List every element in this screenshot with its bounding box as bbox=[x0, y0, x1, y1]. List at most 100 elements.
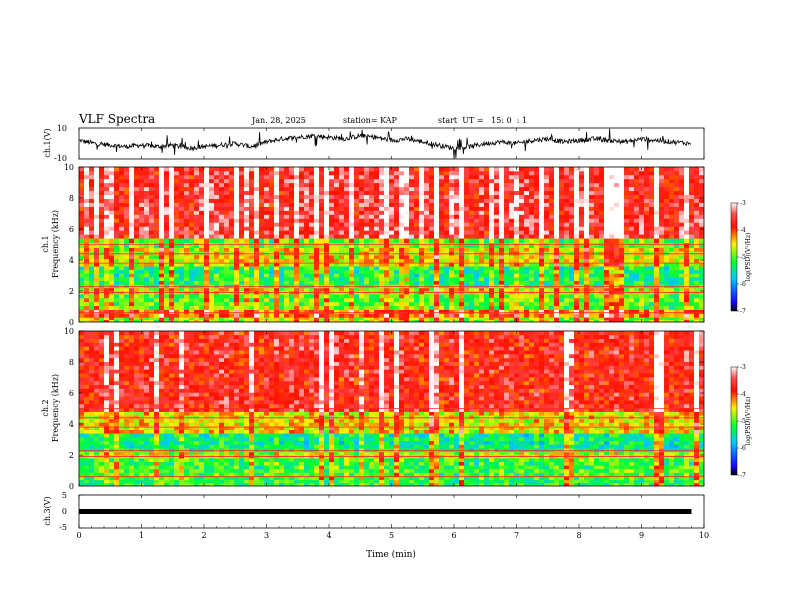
ch1-spectrogram-cell bbox=[219, 305, 225, 310]
ch1-spectrogram-cell bbox=[84, 269, 90, 274]
ch1-spectrogram-cell bbox=[634, 258, 640, 263]
ch1-spectrogram-cell bbox=[114, 273, 120, 278]
ch1-spectrogram-cell bbox=[269, 277, 275, 281]
ch1-spectrogram-cell bbox=[649, 238, 655, 244]
ch1-spectrogram-cell bbox=[534, 230, 540, 235]
ch1-spectrogram-cell bbox=[344, 238, 350, 244]
ch1-spectrogram-cell bbox=[669, 238, 675, 244]
ch1-spectrogram-cell bbox=[374, 206, 380, 211]
ch1-spectrogram-cell bbox=[539, 294, 545, 299]
ch1-spectrogram-cell bbox=[619, 190, 625, 196]
ch1-spectrogram-cell bbox=[119, 206, 125, 211]
ch1-spectrogram-cell bbox=[234, 206, 240, 211]
ch1-spectrogram-cell bbox=[154, 178, 160, 184]
ch1-spectrogram-cell bbox=[404, 313, 410, 318]
ch1-spectrogram-cell bbox=[364, 317, 370, 320]
ch1-spectrogram-cell bbox=[549, 319, 555, 322]
ch1-spectrogram-cell bbox=[674, 234, 680, 239]
ch1-spectrogram-cell bbox=[674, 178, 680, 184]
ch1-spectrogram-cell bbox=[399, 226, 405, 231]
ch1-spectrogram-cell bbox=[449, 170, 455, 176]
ch1-spectrogram-cell bbox=[544, 186, 550, 192]
ch1-spectrogram-cell bbox=[159, 277, 165, 281]
ch1-spectrogram-cell bbox=[504, 190, 510, 196]
ch1-spectrogram-cell bbox=[464, 202, 470, 207]
ch1-spectrogram-cell bbox=[509, 230, 515, 235]
ch1-spectrogram-cell bbox=[689, 206, 695, 211]
ch1-spectrogram-cell bbox=[194, 230, 200, 235]
ch1-spectrogram-cell bbox=[454, 190, 460, 196]
ch1-spectrogram-cell bbox=[274, 280, 280, 285]
ch1-spectrogram-cell bbox=[199, 301, 205, 307]
ch1-spectrogram-cell bbox=[444, 222, 450, 227]
ch1-spectrogram-cell bbox=[369, 210, 375, 215]
ch1-spectrogram-cell bbox=[319, 222, 325, 227]
ch1-spectrogram-cell bbox=[649, 262, 655, 267]
ch1-spectrogram-cell bbox=[494, 277, 500, 281]
ch1-spectrogram-cell bbox=[594, 247, 600, 252]
ch1-spectrogram-cell bbox=[434, 242, 440, 248]
ch1-spectrogram-cell bbox=[429, 273, 435, 278]
ch1-spectrogram-cell bbox=[124, 210, 130, 215]
ch1-spectrogram-cell bbox=[259, 174, 265, 180]
ch1-spectrogram-cell bbox=[654, 317, 660, 320]
ch1-spectrogram-cell bbox=[469, 202, 475, 207]
ch1-spectrogram-cell bbox=[369, 301, 375, 307]
ch1-spectrogram-cell bbox=[209, 273, 215, 278]
ch1-spectrogram-cell bbox=[239, 210, 245, 215]
ch1-spectrogram-cell bbox=[354, 301, 360, 307]
ch1-spectrogram-cell bbox=[384, 242, 390, 248]
ch1-spectrogram-cell bbox=[539, 186, 545, 192]
ch1-spectrogram-cell bbox=[544, 313, 550, 318]
ch1-spectrogram-cell bbox=[664, 273, 670, 278]
ch1-spectrogram-cell bbox=[479, 273, 485, 278]
ch1-spectrogram-cell bbox=[169, 182, 175, 188]
ch1-spectrogram-cell bbox=[289, 174, 295, 180]
ch1-spectrogram-cell bbox=[469, 186, 475, 192]
ch1-spectrogram-cell bbox=[514, 214, 520, 219]
ch1-spectrogram-cell bbox=[339, 258, 345, 263]
ch1-spectrogram-cell bbox=[549, 287, 555, 292]
ch1-spectrogram-cell bbox=[204, 255, 210, 260]
ch1-spectrogram-cell bbox=[429, 297, 435, 303]
ch1-spectrogram-cell bbox=[384, 287, 390, 292]
ch1-spectrogram-cell bbox=[369, 262, 375, 267]
ch1-spectrogram-cell bbox=[354, 287, 360, 292]
ch1-spectrogram-cell bbox=[389, 266, 395, 271]
ch1-spectrogram-cell bbox=[169, 305, 175, 310]
ch1-spectrogram-cell bbox=[549, 305, 555, 310]
ch1-spectrogram-cell bbox=[79, 238, 85, 244]
ch1-spectrogram-cell bbox=[204, 287, 210, 292]
ch1-spectrogram-cell bbox=[649, 319, 655, 322]
ch1-spectrogram-cell bbox=[689, 198, 695, 203]
ch1-spectrogram-cell bbox=[549, 297, 555, 303]
ch1-spectrogram-cell bbox=[659, 251, 665, 256]
ch1-spectrogram-cell bbox=[454, 206, 460, 211]
ch1-spectrogram-cell bbox=[644, 317, 650, 320]
ch1-spectrogram-cell bbox=[199, 210, 205, 215]
ch1-spectrogram-cell bbox=[469, 255, 475, 260]
ch1-spectrogram-cell bbox=[654, 198, 660, 203]
ch1-spectrogram-cell bbox=[509, 186, 515, 192]
ch1-spectrogram-cell bbox=[224, 222, 230, 227]
ch1-spectrogram-cell bbox=[584, 247, 590, 252]
ch1-spectrogram-cell bbox=[434, 258, 440, 263]
ch1-spectrogram-cell bbox=[484, 287, 490, 292]
ch1-spectrogram-cell bbox=[199, 170, 205, 176]
ch1-spectrogram-cell bbox=[159, 186, 165, 192]
ch1-spectrogram-cell bbox=[484, 226, 490, 231]
ch1-spectrogram-cell bbox=[329, 218, 335, 223]
ch1-spectrogram-cell bbox=[544, 305, 550, 310]
ch1-spectrogram-cell bbox=[264, 309, 270, 314]
ch1-spectrogram-cell bbox=[84, 255, 90, 260]
ch1-spectrogram-cell bbox=[159, 319, 165, 322]
ch1-spectrogram-cell bbox=[569, 247, 575, 252]
ch1-spectrogram-cell bbox=[684, 266, 690, 271]
ch1-spectrogram-cell bbox=[154, 297, 160, 303]
ch1-spectrogram-cell bbox=[284, 297, 290, 303]
ch1-spectrogram-cell bbox=[529, 319, 535, 322]
ch1-spectrogram-cell bbox=[509, 206, 515, 211]
ch1-spectrogram-cell bbox=[549, 226, 555, 231]
ch1-spectrogram-cell bbox=[554, 297, 560, 303]
ch1-spectrogram-cell bbox=[224, 242, 230, 248]
